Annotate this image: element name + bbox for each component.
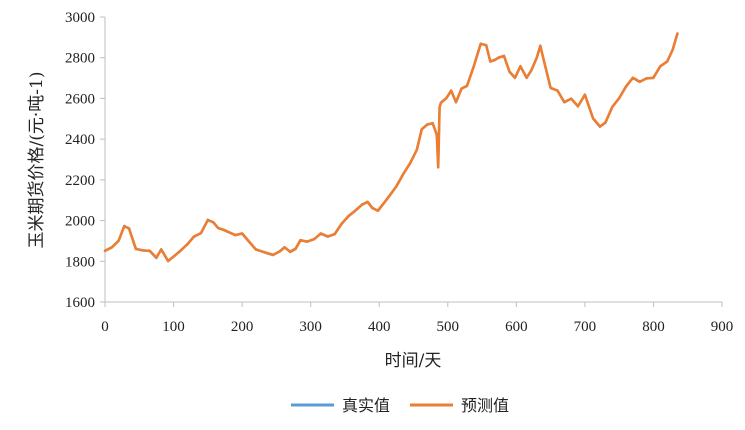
x-tick-label: 400 [368,319,391,335]
x-tick-label: 300 [299,319,322,335]
x-tick-label: 0 [101,319,109,335]
legend: 真实值 预测值 [291,396,509,415]
series-layer [103,32,679,263]
y-tick-label: 1600 [65,295,95,311]
x-axis: 0 100 200 300 400 500 600 700 800 900 [101,301,734,335]
legend-label-actual: 真实值 [342,396,390,415]
series-line-actual [103,32,679,263]
y-tick-label: 2600 [65,91,95,107]
y-axis: 1600 1800 2000 2200 2400 2600 2800 3000 [65,10,106,311]
x-tick-label: 700 [574,319,597,335]
y-tick-label: 2400 [65,132,95,148]
y-tick-label: 2200 [65,173,95,189]
series-line-predicted [103,32,679,263]
x-tick-label: 900 [711,319,734,335]
y-tick-label: 2000 [65,214,95,230]
y-tick-label: 3000 [65,10,95,26]
x-tick-label: 800 [642,319,665,335]
x-axis-title: 时间/天 [385,351,442,371]
x-tick-label: 100 [162,319,185,335]
x-tick-label: 200 [231,319,254,335]
y-tick-label: 2800 [65,51,95,67]
y-tick-label: 1800 [65,254,95,270]
x-tick-label: 500 [437,319,460,335]
x-tick-label: 600 [505,319,528,335]
y-axis-title: 玉米期货价格/(元·吨-1) [27,72,47,249]
legend-label-predicted: 预测值 [461,396,509,415]
